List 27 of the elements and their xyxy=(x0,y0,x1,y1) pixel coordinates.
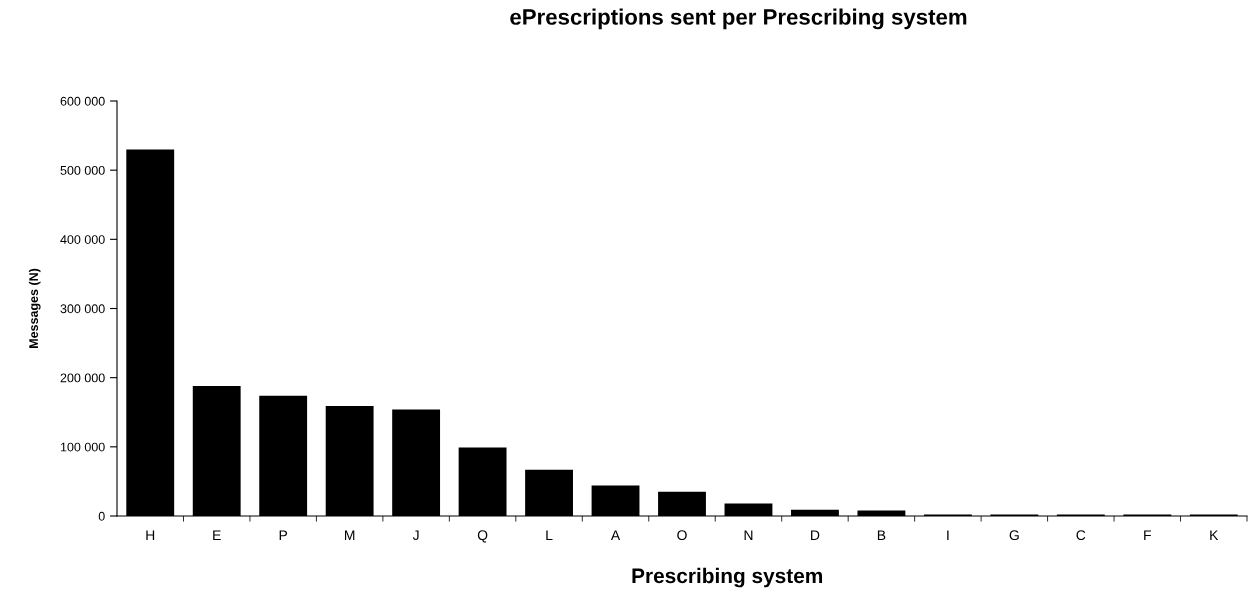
x-tick-label: L xyxy=(546,530,553,540)
x-tick-label: O xyxy=(677,530,687,541)
y-axis-title: Messages (N) xyxy=(28,268,41,348)
y-tick-label: 200 000 xyxy=(60,373,105,383)
y-tick-label: 500 000 xyxy=(60,165,105,175)
x-tick-label: F xyxy=(1144,530,1151,540)
x-tick-label: K xyxy=(1210,530,1219,540)
y-tick-label: 0 xyxy=(98,511,105,521)
y-tick-label: 400 000 xyxy=(60,235,105,244)
x-tick-label: B xyxy=(877,530,886,540)
y-tick-label: 100 000 xyxy=(60,442,105,452)
x-tick-label: N xyxy=(744,530,753,540)
x-tick-label: A xyxy=(610,530,621,540)
x-tick-label: Q xyxy=(477,530,488,543)
x-tick-label: E xyxy=(213,530,221,540)
x-tick-label: G xyxy=(1009,530,1019,541)
x-tick-label: J xyxy=(412,530,419,541)
x-tick-label: C xyxy=(1076,530,1086,541)
x-tick-label: P xyxy=(279,530,288,540)
x-tick-label: I xyxy=(947,530,949,540)
chart-title: ePrescriptions sent per Prescribing system xyxy=(510,8,967,30)
x-tick-label: H xyxy=(146,530,155,540)
y-tick-label: 300 000 xyxy=(60,304,105,314)
x-tick-label: M xyxy=(345,530,355,540)
x-axis-title: Prescribing system xyxy=(632,567,823,588)
y-tick-label: 600 000 xyxy=(60,96,105,106)
x-tick-label: D xyxy=(811,530,820,540)
